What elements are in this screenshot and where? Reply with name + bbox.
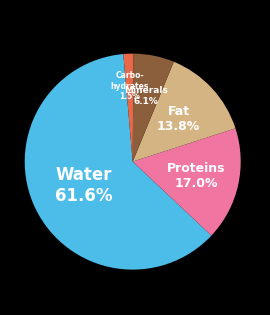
Text: Fat
13.8%: Fat 13.8%: [157, 105, 200, 133]
Wedge shape: [133, 128, 241, 236]
Wedge shape: [123, 54, 133, 162]
Wedge shape: [133, 54, 174, 162]
Text: Carbo-
hydrates
1.5%: Carbo- hydrates 1.5%: [110, 71, 149, 101]
Text: Water
61.6%: Water 61.6%: [55, 166, 113, 204]
Wedge shape: [25, 54, 211, 270]
Wedge shape: [133, 62, 235, 162]
Text: Proteins
17.0%: Proteins 17.0%: [167, 162, 225, 190]
Text: Minerals
6.1%: Minerals 6.1%: [124, 86, 168, 106]
